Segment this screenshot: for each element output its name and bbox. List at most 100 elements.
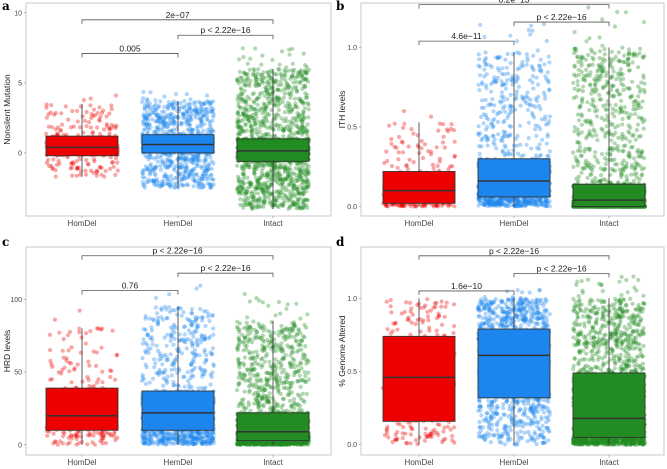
- data-point: [530, 80, 535, 85]
- data-point: [169, 183, 174, 188]
- data-point: [495, 112, 500, 117]
- data-point: [141, 122, 146, 127]
- data-point: [241, 54, 246, 60]
- data-point: [210, 109, 215, 114]
- data-point: [191, 154, 196, 159]
- data-point: [49, 163, 54, 168]
- data-point: [294, 89, 300, 94]
- data-point: [296, 114, 301, 119]
- data-point: [188, 117, 193, 123]
- data-point: [256, 202, 261, 207]
- data-point: [150, 105, 155, 110]
- data-point: [158, 167, 163, 172]
- data-point: [85, 161, 90, 166]
- data-point: [510, 51, 516, 57]
- data-point: [170, 118, 175, 123]
- data-point: [170, 101, 176, 106]
- data-point: [145, 167, 150, 172]
- data-point: [202, 101, 207, 107]
- data-point: [191, 108, 197, 113]
- data-point: [246, 118, 251, 123]
- data-point: [141, 118, 146, 123]
- data-point: [168, 112, 173, 117]
- data-point: [173, 184, 178, 189]
- data-point: [143, 126, 148, 131]
- data-point: [306, 170, 311, 175]
- data-point: [435, 163, 440, 168]
- data-point: [283, 126, 288, 131]
- data-point: [54, 162, 60, 167]
- data-point: [301, 51, 306, 56]
- data-point: [142, 103, 147, 108]
- data-point: [142, 175, 147, 180]
- data-point: [147, 112, 152, 117]
- data-point: [244, 109, 249, 115]
- data-point: [187, 169, 192, 174]
- data-point: [84, 124, 89, 129]
- data-point: [528, 32, 533, 37]
- data-point: [156, 127, 161, 132]
- data-point: [194, 106, 199, 112]
- data-point: [500, 90, 505, 95]
- data-point: [431, 166, 436, 171]
- data-point: [107, 127, 112, 132]
- data-point: [298, 170, 303, 175]
- data-point: [501, 120, 506, 125]
- data-point: [520, 96, 525, 102]
- data-point: [145, 130, 150, 136]
- data-point: [148, 171, 153, 176]
- data-point: [291, 85, 296, 90]
- data-point: [389, 141, 394, 146]
- data-point: [612, 141, 617, 146]
- data-point: [161, 178, 166, 184]
- data-point: [178, 171, 183, 176]
- data-point: [277, 67, 282, 72]
- data-point: [97, 117, 102, 122]
- data-point: [481, 121, 486, 126]
- data-point: [191, 184, 196, 189]
- data-point: [168, 114, 173, 120]
- data-point: [94, 168, 99, 173]
- data-point: [157, 121, 163, 126]
- data-point: [420, 155, 426, 161]
- data-point: [208, 127, 213, 132]
- data-point: [109, 103, 114, 108]
- data-point: [254, 108, 259, 113]
- data-point: [441, 134, 446, 139]
- data-point: [140, 171, 145, 176]
- data-point: [70, 173, 75, 178]
- data-point: [238, 202, 243, 207]
- data-point: [68, 125, 74, 130]
- data-point: [145, 125, 150, 130]
- data-point: [203, 157, 208, 162]
- data-point: [143, 121, 149, 126]
- data-point: [164, 174, 169, 179]
- data-point: [266, 78, 271, 84]
- data-point: [201, 185, 206, 190]
- data-point: [187, 106, 192, 111]
- data-point: [140, 99, 145, 104]
- data-point: [86, 162, 91, 167]
- data-point: [303, 69, 308, 74]
- data-point: [514, 73, 520, 79]
- data-point: [503, 109, 508, 114]
- data-point: [264, 131, 269, 137]
- data-point: [44, 160, 50, 165]
- data-point: [98, 165, 103, 170]
- data-point: [291, 80, 296, 85]
- data-point: [169, 161, 174, 166]
- data-point: [163, 122, 168, 127]
- data-point: [208, 182, 214, 187]
- data-point: [169, 173, 174, 178]
- data-point: [491, 109, 496, 114]
- data-point: [152, 156, 157, 161]
- data-point: [162, 124, 167, 129]
- data-point: [179, 121, 185, 126]
- data-point: [534, 145, 540, 150]
- data-point: [236, 131, 241, 136]
- data-point: [152, 178, 157, 183]
- data-point: [515, 133, 520, 139]
- data-point: [306, 107, 311, 112]
- data-point: [181, 165, 186, 170]
- data-point: [477, 151, 482, 156]
